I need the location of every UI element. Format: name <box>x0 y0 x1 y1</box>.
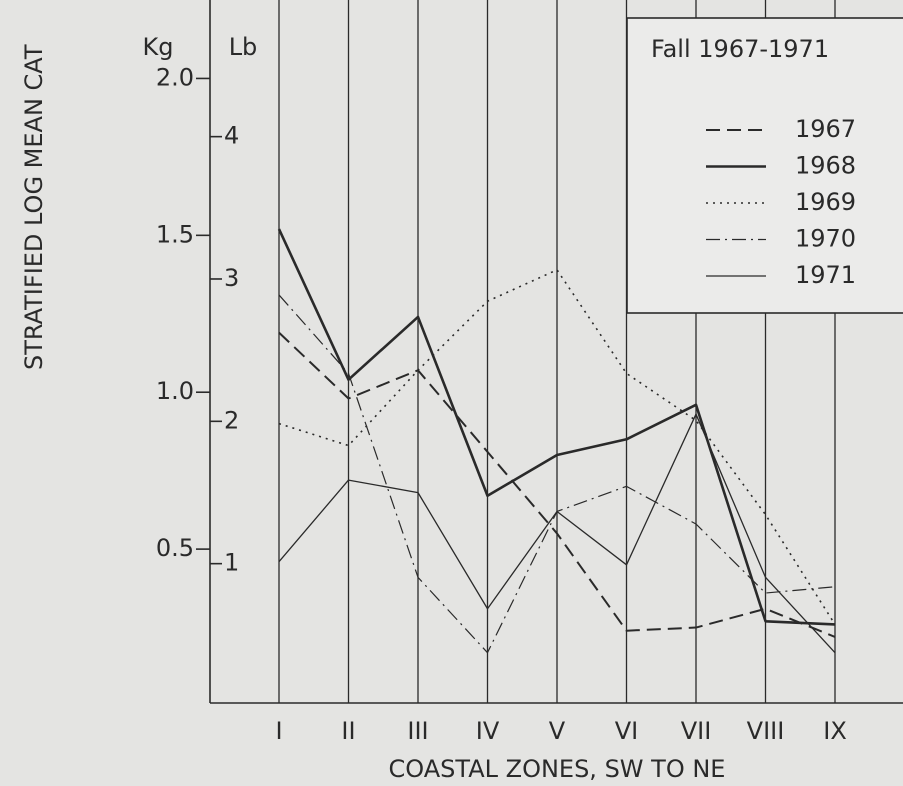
x-axis-label: COASTAL ZONES, SW TO NE <box>389 755 726 783</box>
y-unit: Kg <box>143 33 174 61</box>
y-tick-label: 0.5 <box>156 534 194 562</box>
x-tick-label: III <box>407 717 428 745</box>
series-line <box>278 331 836 638</box>
legend-label: 1970 <box>795 225 856 253</box>
x-tick-label: VI <box>615 717 639 745</box>
y2-unit: Lb <box>229 33 258 61</box>
legend-label: 1971 <box>795 261 856 289</box>
legend-label: 1967 <box>795 115 856 143</box>
x-tick-label: VIII <box>747 717 785 745</box>
x-tick-label: I <box>275 717 282 745</box>
legend-label: 1969 <box>795 188 856 216</box>
y2-tick-label: 2 <box>224 406 239 434</box>
legend-label: 1968 <box>795 152 856 180</box>
x-tick-label: V <box>549 717 566 745</box>
x-tick-label: VII <box>681 717 712 745</box>
legend-title: Fall 1967-1971 <box>651 35 829 63</box>
y-tick-label: 1.0 <box>156 377 194 405</box>
y2-tick-label: 3 <box>224 264 239 292</box>
series-line <box>278 413 836 654</box>
y2-tick-label: 4 <box>224 122 239 150</box>
series-line <box>277 228 836 626</box>
y-tick-label: 2.0 <box>156 63 194 91</box>
y-axis-label: STRATIFIED LOG MEAN CAT <box>20 44 48 370</box>
x-tick-label: II <box>341 717 355 745</box>
x-tick-label: IV <box>476 717 500 745</box>
x-tick-label: IX <box>823 717 847 745</box>
y-tick-label: 1.5 <box>156 220 194 248</box>
y2-tick-label: 1 <box>224 549 239 577</box>
